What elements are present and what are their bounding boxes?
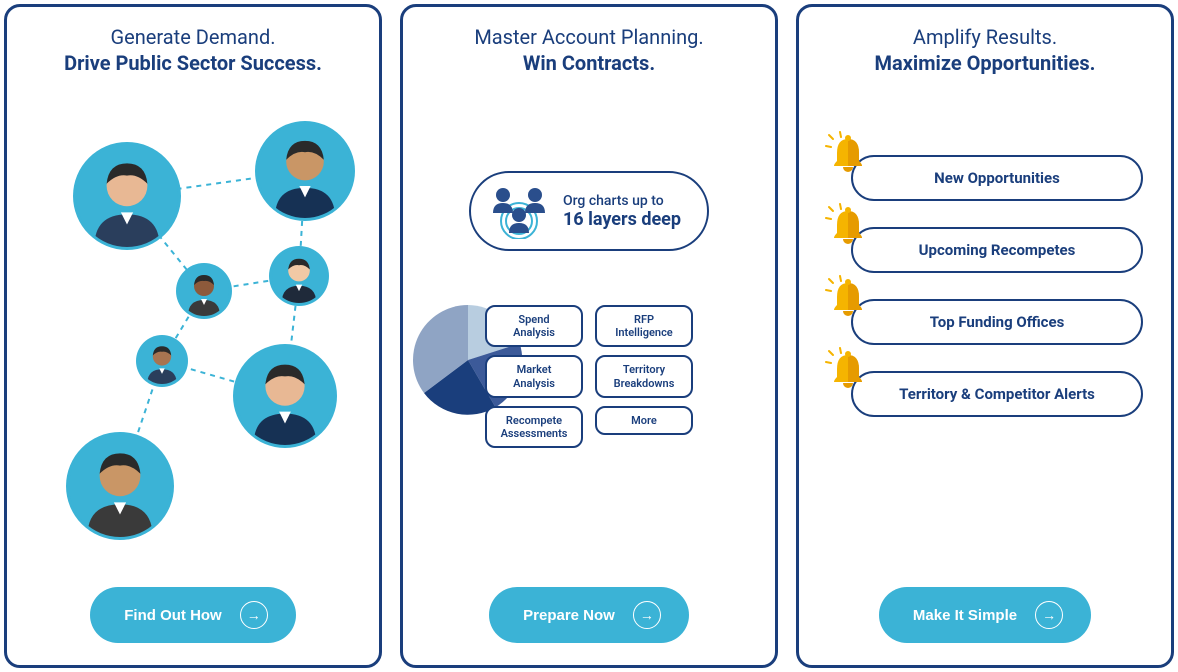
card-heading: Amplify Results. Maximize Opportunities. [819,25,1151,75]
find-out-how-button[interactable]: Find Out How → [90,587,295,643]
analysis-chip: RFPIntelligence [595,305,693,347]
people-group-icon [483,183,555,239]
avatar-icon [76,145,178,247]
avatar-icon [139,338,185,384]
person-node [233,344,337,448]
heading-line2: Maximize Opportunities. [819,51,1151,75]
card-body: New Opportunities Upcoming Recompetes To… [819,91,1151,577]
person-node [176,263,232,319]
people-network [27,91,359,577]
arrow-icon: → [240,601,268,629]
person-node [255,121,355,221]
heading-line2: Win Contracts. [423,51,755,75]
bell-icon [825,203,871,249]
heading-line1: Generate Demand. [27,25,359,49]
analysis-chip: More [595,406,693,435]
alert-row: Territory & Competitor Alerts [827,371,1143,417]
org-pill-line1: Org charts up to [563,193,681,209]
bell-icon [825,347,871,393]
alert-pill: Upcoming Recompetes [851,227,1143,273]
card-body: Org charts up to 16 layers deep SpendAna… [423,91,755,577]
alert-row: New Opportunities [827,155,1143,201]
heading-line2: Drive Public Sector Success. [27,51,359,75]
person-node [269,246,329,306]
avatar-icon [69,435,171,537]
make-it-simple-button[interactable]: Make It Simple → [879,587,1091,643]
card-heading: Generate Demand. Drive Public Sector Suc… [27,25,359,75]
analysis-chips: SpendAnalysis MarketAnalysis RecompeteAsse… [423,305,755,448]
cta-label: Prepare Now [523,607,615,624]
alert-row: Top Funding Offices [827,299,1143,345]
alert-pill: New Opportunities [851,155,1143,201]
arrow-icon: → [1035,601,1063,629]
cta-label: Make It Simple [913,607,1017,624]
analysis-chip: TerritoryBreakdowns [595,355,693,397]
analysis-chip: SpendAnalysis [485,305,583,347]
heading-line1: Master Account Planning. [423,25,755,49]
card-generate-demand: Generate Demand. Drive Public Sector Suc… [4,4,382,668]
card-body [27,91,359,577]
alert-list: New Opportunities Upcoming Recompetes To… [819,155,1151,417]
person-node [136,335,188,387]
card-account-planning: Master Account Planning. Win Contracts. … [400,4,778,668]
bell-icon [825,275,871,321]
alert-pill: Top Funding Offices [851,299,1143,345]
alert-pill: Territory & Competitor Alerts [851,371,1143,417]
alert-row: Upcoming Recompetes [827,227,1143,273]
avatar-icon [179,266,229,316]
card-amplify-results: Amplify Results. Maximize Opportunities.… [796,4,1174,668]
card-heading: Master Account Planning. Win Contracts. [423,25,755,75]
heading-line1: Amplify Results. [819,25,1151,49]
cta-label: Find Out How [124,607,221,624]
analysis-chip: RecompeteAssessments [485,406,583,448]
bell-icon [825,131,871,177]
person-node [66,432,174,540]
chip-column-right: RFPIntelligence TerritoryBreakdowns More [595,305,693,448]
analysis-chip: MarketAnalysis [485,355,583,397]
prepare-now-button[interactable]: Prepare Now → [489,587,689,643]
avatar-icon [258,124,352,218]
org-pill-line2: 16 layers deep [563,209,681,230]
person-node [73,142,181,250]
chip-column-left: SpendAnalysis MarketAnalysis RecompeteAsse… [485,305,583,448]
avatar-icon [236,347,334,445]
avatar-icon [272,249,326,303]
org-depth-pill: Org charts up to 16 layers deep [469,171,709,251]
org-pill-text: Org charts up to 16 layers deep [563,193,681,230]
arrow-icon: → [633,601,661,629]
